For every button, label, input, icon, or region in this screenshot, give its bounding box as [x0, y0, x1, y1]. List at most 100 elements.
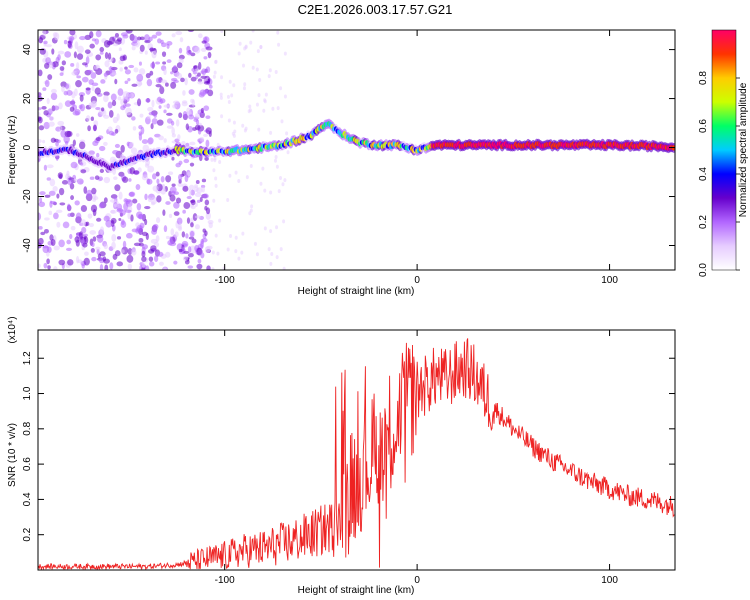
- spectrogram-speckle: [275, 164, 279, 169]
- spectrogram-speckle: [158, 105, 162, 109]
- spectrogram-speckle: [109, 262, 114, 270]
- spectrogram-speckle: [75, 80, 82, 88]
- spectrogram-speckle: [146, 78, 153, 87]
- spectrogram-speckle: [172, 65, 178, 71]
- spectrogram-speckle: [237, 178, 241, 183]
- spectrogram-speckle: [144, 50, 148, 55]
- spectrogram-speckle: [99, 168, 105, 174]
- spectrogram-speckle: [69, 106, 75, 112]
- spectrogram-speckle: [155, 171, 160, 177]
- spectrogram-speckle: [72, 110, 80, 116]
- spectrogram-speckle: [64, 130, 72, 138]
- spectrogram-speckle: [75, 256, 80, 264]
- spectrogram-speckle: [120, 98, 124, 106]
- spectrogram-speckle: [149, 47, 156, 52]
- spectrogram-speckle: [214, 176, 218, 181]
- spectrogram-speckle: [38, 237, 44, 245]
- spectrogram-speckle: [195, 119, 200, 125]
- spectrogram-speckle: [48, 121, 55, 127]
- spectrogram-speckle: [279, 86, 283, 91]
- spectrogram-speckle: [165, 175, 172, 183]
- spectrogram-speckle: [138, 61, 142, 66]
- snr-x-tick-label: -100: [215, 575, 235, 586]
- spectrogram-speckle: [270, 252, 274, 257]
- spectrogram-speckle: [283, 178, 287, 183]
- spectrogram-speckle: [128, 142, 134, 148]
- spectrogram-speckle: [141, 174, 149, 181]
- spectrogram-speckle: [95, 67, 103, 76]
- spectrogram-speckle: [58, 102, 63, 110]
- spectrogram-speckle: [46, 177, 52, 181]
- spectrogram-speckle: [151, 228, 158, 235]
- spectrogram-speckle: [229, 234, 233, 239]
- spectrogram-speckle: [103, 114, 110, 119]
- spectrogram-speckle: [227, 118, 231, 123]
- spectrogram-speckle: [139, 36, 145, 41]
- spectrogram-speckle: [44, 194, 51, 198]
- snr-x-ticks: -100 0 100: [215, 330, 618, 586]
- colorbar-tick-label: 0.6: [698, 119, 709, 133]
- spectrogram-speckle: [255, 102, 259, 107]
- spectrogram-speckle: [43, 262, 48, 269]
- spectrogram-speckle: [155, 77, 162, 84]
- spectrogram-speckle: [248, 211, 252, 216]
- spectrogram-speckle: [171, 183, 176, 187]
- spectrogram-speckle: [190, 199, 196, 206]
- spectrogram-speckle: [197, 258, 202, 264]
- spectrogram-speckle: [201, 178, 207, 183]
- spectrogram-speckle: [282, 219, 286, 224]
- spectrogram-speckle: [146, 115, 151, 119]
- spectrogram-speckle: [71, 99, 76, 108]
- spectrogram-speckle: [145, 159, 150, 166]
- spectrogram-speckle: [138, 214, 144, 220]
- spectrogram-speckle: [205, 115, 211, 120]
- spectrogram-speckle: [91, 256, 97, 262]
- spectrogram-speckle: [275, 225, 279, 230]
- spectrogram-speckle: [166, 43, 170, 49]
- spectrogram-speckle: [131, 45, 136, 51]
- spectrogram-speckle: [177, 182, 183, 187]
- spectrogram-speckle: [180, 77, 185, 83]
- spectrogram-speckle: [153, 113, 157, 118]
- spectrogram-speckle: [125, 107, 132, 116]
- spectrogram-speckle: [205, 212, 211, 220]
- spectrogram-speckle: [67, 40, 72, 49]
- spectrogram-speckle: [59, 72, 64, 76]
- spectrogram-speckle: [80, 204, 88, 213]
- spectrogram-speckle: [175, 30, 183, 36]
- spectrogram-speckle: [38, 107, 42, 111]
- spectrogram-speckle: [156, 119, 164, 126]
- spectrogram-speckle: [196, 199, 201, 203]
- spectrogram-speckle: [114, 143, 120, 149]
- spectrogram-speckle: [177, 134, 181, 140]
- spectrogram-speckle: [89, 31, 94, 39]
- spectrogram-speckle: [170, 71, 174, 75]
- spectrogram-speckle: [274, 69, 278, 74]
- snr-y-tick-label: 0.8: [22, 421, 33, 435]
- spectrogram-speckle: [122, 176, 129, 183]
- spectrogram-speckle: [190, 76, 197, 82]
- spectrogram-speckle: [245, 175, 249, 180]
- spectrogram-speckle: [49, 116, 55, 121]
- spectrogram-speckle: [197, 80, 204, 85]
- spectrogram-speckle: [66, 170, 70, 177]
- spectrogram-speckle: [58, 187, 65, 196]
- spectrogram-speckle: [220, 75, 224, 80]
- snr-panel: -100 0 100 0.2 0.4 0.6 0.8 1.0 1.2 Height of st…: [7, 316, 676, 596]
- spectrogram-speckle: [83, 233, 89, 237]
- spectrogram-speckle: [42, 245, 49, 249]
- spectrogram-speckle: [105, 219, 113, 228]
- spectrogram-speckle: [128, 192, 135, 197]
- spectrogram-speckle: [84, 251, 89, 256]
- spectrogram-speckle: [107, 52, 112, 60]
- spectrogram-speckle: [269, 229, 273, 234]
- colorbar: 0.0 0.2 0.4 0.6 0.8 Normalized spectral ampl…: [698, 29, 749, 277]
- spectrogram-speckle: [74, 236, 80, 243]
- spectrogram-speckle: [144, 40, 151, 44]
- spectrogram-speckle: [113, 176, 118, 180]
- spectrogram-speckle: [46, 97, 50, 105]
- snr-y-tick-label: 0.2: [22, 527, 33, 541]
- spectrogram-speckle: [112, 149, 119, 155]
- spectrogram-speckle: [53, 245, 60, 251]
- spectrogram-speckle: [162, 209, 166, 216]
